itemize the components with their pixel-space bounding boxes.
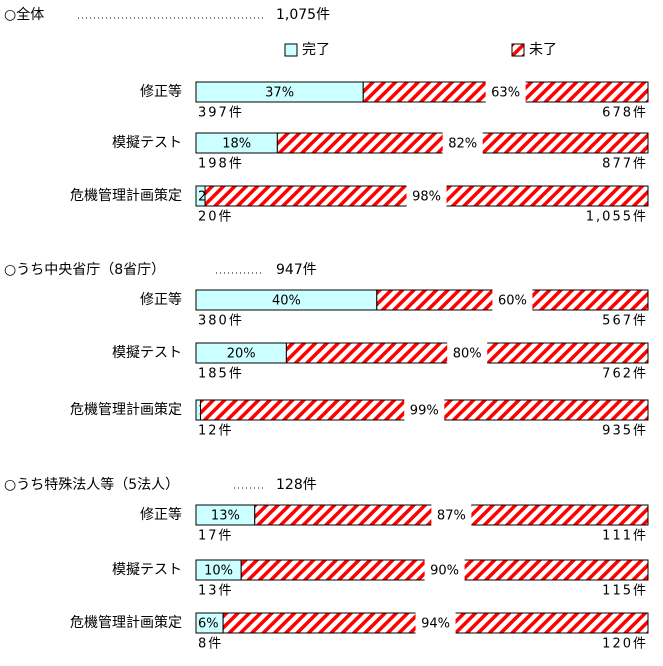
count-label: 120件 xyxy=(602,637,648,652)
count-label: 935件 xyxy=(602,424,648,439)
count-label: 185件 xyxy=(198,367,244,382)
count-label: 8件 xyxy=(198,637,223,652)
value-label: 99% xyxy=(410,404,439,419)
legend-label: 完了 xyxy=(302,42,330,58)
label-bg xyxy=(492,289,533,311)
legend-label: 未了 xyxy=(529,42,557,58)
total-label: 947件 xyxy=(276,262,317,278)
value-label: 87% xyxy=(437,509,466,524)
value-label: 82% xyxy=(448,137,477,152)
group-title: ○うち中央省庁（8省庁） xyxy=(4,262,165,278)
value-label: 10% xyxy=(204,564,233,579)
legend-swatch xyxy=(284,43,298,57)
label-bg xyxy=(485,81,526,103)
label-bg xyxy=(431,504,472,526)
value-label: 40% xyxy=(272,294,301,309)
count-label: 115件 xyxy=(602,584,648,599)
count-label: 877件 xyxy=(602,157,648,172)
category-label: 修正等 xyxy=(140,291,182,308)
category-label: 修正等 xyxy=(140,506,182,523)
value-label: 98% xyxy=(412,190,441,205)
count-label: 198件 xyxy=(198,157,244,172)
value-label: 94% xyxy=(421,617,450,632)
value-label: 6% xyxy=(198,617,219,632)
total-label: 128件 xyxy=(276,477,317,493)
count-label: 111件 xyxy=(602,529,648,544)
count-label: 678件 xyxy=(602,106,648,121)
category-label: 危機管理計画策定 xyxy=(70,614,182,631)
total-label: 1,075件 xyxy=(276,7,330,23)
category-label: 危機管理計画策定 xyxy=(70,187,182,204)
value-label: 80% xyxy=(453,347,482,362)
label-bg xyxy=(447,342,488,364)
label-bg xyxy=(404,399,445,421)
count-label: 12件 xyxy=(198,424,234,439)
value-label: 18% xyxy=(222,137,251,152)
count-label: 380件 xyxy=(198,314,244,329)
category-label: 模擬テスト xyxy=(112,345,182,361)
value-label: 37% xyxy=(265,86,294,101)
value-label: 13% xyxy=(211,509,240,524)
count-label: 397件 xyxy=(198,106,244,121)
value-label: 63% xyxy=(491,86,520,101)
count-label: 567件 xyxy=(602,314,648,329)
count-label: 17件 xyxy=(198,529,234,544)
count-label: 13件 xyxy=(198,584,234,599)
count-label: 1,055件 xyxy=(586,210,648,225)
count-label: 20件 xyxy=(198,210,234,225)
category-label: 危機管理計画策定 xyxy=(70,401,182,418)
group-title: ○全体 xyxy=(4,6,44,23)
label-bg xyxy=(406,185,447,207)
value-label: 20% xyxy=(227,347,256,362)
legend-swatch xyxy=(511,43,525,57)
label-bg xyxy=(415,612,456,634)
label-bg xyxy=(442,132,483,154)
category-label: 模擬テスト xyxy=(112,135,182,151)
category-label: 修正等 xyxy=(140,83,182,100)
group-title: ○うち特殊法人等（5法人） xyxy=(4,476,179,493)
category-label: 模擬テスト xyxy=(112,562,182,578)
label-bg xyxy=(424,559,465,581)
value-label: 90% xyxy=(430,564,459,579)
value-label: 60% xyxy=(498,294,527,309)
count-label: 762件 xyxy=(602,367,648,382)
